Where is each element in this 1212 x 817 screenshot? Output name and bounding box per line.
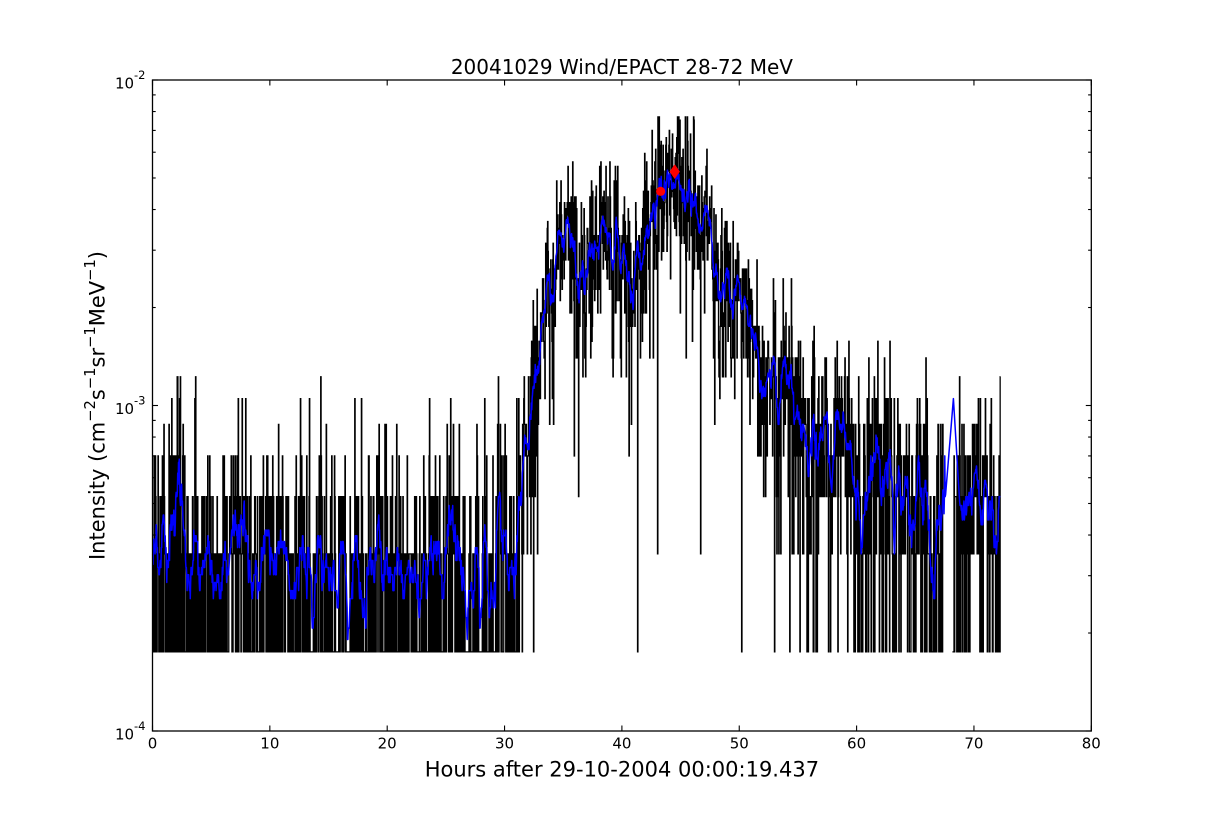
y-tick-label: 10-3: [115, 394, 146, 419]
x-axis-label: Hours after 29-10-2004 00:00:19.437: [425, 758, 819, 782]
y-tick-label: 10-2: [115, 68, 146, 93]
x-tick-label: 30: [495, 734, 514, 752]
x-tick-label: 50: [730, 734, 749, 752]
series-smoothed-intensity: [151, 169, 1001, 641]
peak-marker-diamond: [669, 164, 680, 180]
event-markers: [656, 164, 680, 196]
x-tick-label: 0: [148, 734, 158, 752]
x-tick-label: 80: [1082, 734, 1101, 752]
axis-ticks: [151, 79, 1092, 732]
x-tick-label: 10: [260, 734, 279, 752]
y-axis-label: Intensity (cm−2s−1sr−1MeV−1): [82, 251, 110, 560]
chart-title: 20041029 Wind/EPACT 28-72 MeV: [451, 55, 793, 79]
x-tick-label: 60: [847, 734, 866, 752]
onset-marker-circle: [656, 186, 666, 196]
x-tick-label: 40: [612, 734, 631, 752]
smoothed-intensity-line: [151, 169, 1001, 641]
y-tick-label: 10-4: [115, 719, 146, 744]
x-tick-label: 20: [378, 734, 397, 752]
x-tick-labels: 0 10 20 30 40 50 60 70 80: [148, 734, 1101, 752]
x-tick-label: 70: [964, 734, 983, 752]
y-tick-labels: 10-4 10-3 10-2: [115, 68, 146, 744]
